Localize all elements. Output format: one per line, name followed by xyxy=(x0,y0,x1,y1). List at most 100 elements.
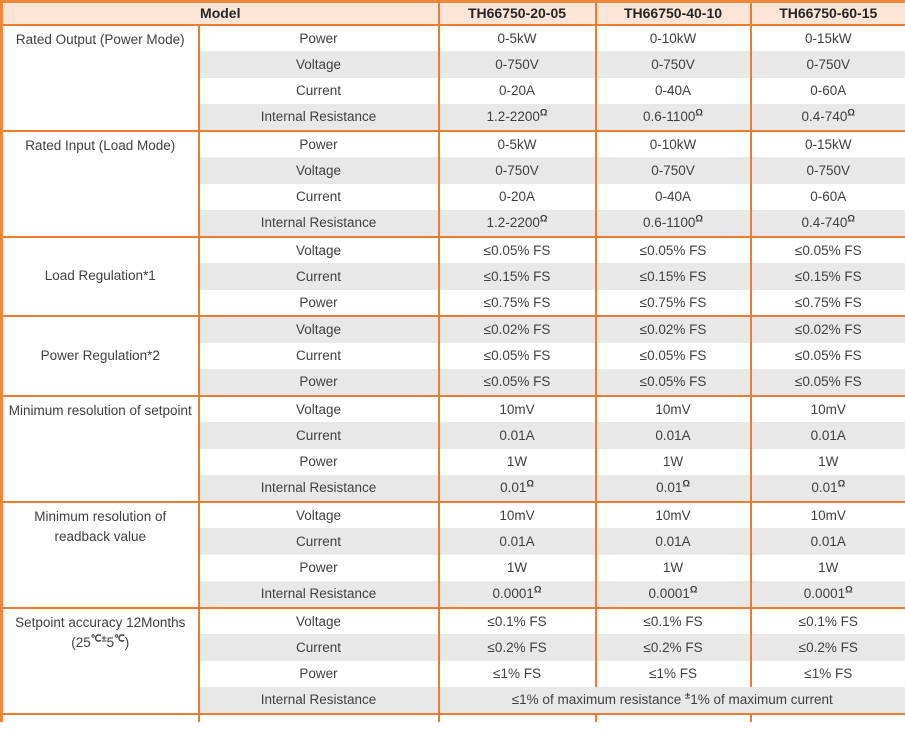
value-cell: 0.01A xyxy=(749,422,905,449)
parameter-cell: Current xyxy=(197,77,439,104)
model-column-header: TH66750-60-15 xyxy=(749,1,905,26)
parameter-cell: Voltage xyxy=(197,394,439,422)
superscript: Ω xyxy=(847,213,855,225)
text-segment: 0.4-740 xyxy=(801,109,848,125)
spec-row: Internal Resistance 1.2-2200Ω 0.6-1100Ω 0.4… xyxy=(2,210,905,237)
text-segment: 0.6-1100 xyxy=(643,109,696,125)
model-column-header: TH66750-40-10 xyxy=(594,1,751,26)
spec-row: Rated Input (Load Mode) Power 0-5kW 0-10kW 0… xyxy=(1,129,905,237)
value-cell: 1W xyxy=(749,448,905,475)
value-cell: 0.4-740Ω xyxy=(749,210,905,237)
value-cell: 0-20A xyxy=(437,77,596,104)
value-cell: 0.01Ω xyxy=(749,475,905,502)
value-cell: 1W xyxy=(749,554,905,581)
value-cell: 0-750V xyxy=(437,157,596,184)
value-cell: 0.6-1100Ω xyxy=(594,104,751,131)
category-cell: Power Regulation*2 xyxy=(1,315,199,396)
value-cell: 10mV xyxy=(749,500,905,528)
parameter-cell: Internal Resistance xyxy=(197,210,439,237)
value-cell-span: ≤1% of maximum resistance ±1% of maximum… xyxy=(437,687,905,714)
value-cell: ≤0.15% FS xyxy=(437,263,596,290)
superscript: Ω xyxy=(689,584,698,596)
value-cell: ≤0.05% FS xyxy=(749,369,905,396)
value-cell: ≤1% FS xyxy=(749,660,905,687)
parameter-cell: Current xyxy=(197,183,439,210)
spec-row: Minimum resolution of readback value Volt… xyxy=(1,500,905,608)
text-segment: 0.01 xyxy=(656,480,683,496)
spec-row: Current 0.01A 0.01A 0.01A xyxy=(2,422,905,449)
value-cell: 0.01Ω xyxy=(437,475,596,502)
spec-row: Internal Resistance 1.2-2200Ω 0.6-1100Ω 0.4… xyxy=(2,104,905,131)
spec-row: Power Regulation*2 Voltage ≤0.02% FS ≤0.02%… xyxy=(1,315,905,396)
value-cell: ≤0.2% FS xyxy=(749,634,905,661)
spec-row: Current ≤0.2% FS ≤0.2% FS ≤0.2% FS xyxy=(2,634,905,661)
superscript: Ω xyxy=(845,584,853,596)
parameter-cell: Current xyxy=(197,342,439,369)
spec-row: Minimum resolution of setpoint Voltage 10m… xyxy=(1,394,905,502)
value-cell: 10mV xyxy=(437,500,596,528)
value-cell: ≤0.02% FS xyxy=(437,315,596,343)
value-cell: 0-10kW xyxy=(594,129,751,157)
value-cell: 10mV xyxy=(749,394,905,422)
parameter-cell: Voltage xyxy=(197,235,439,263)
value-cell: 0.01A xyxy=(437,528,596,555)
spec-row: Power ≤1% FS ≤1% FS ≤1% FS xyxy=(2,660,905,687)
value-cell: ≤0.05% FS xyxy=(437,369,596,396)
spec-row: Power 1W 1W 1W xyxy=(2,448,905,475)
value-cell: 1.2-2200Ω xyxy=(437,104,596,131)
value-cell: ≤0.75% FS xyxy=(749,289,905,316)
value-cell: ≤0.05% FS xyxy=(437,342,596,369)
value-cell: ≤0.02% FS xyxy=(749,315,905,343)
value-cell: ≤0.05% FS xyxy=(437,235,596,263)
value-cell: ≤0.75% FS xyxy=(437,289,596,316)
category-cell: Minimum resolution of readback value xyxy=(1,500,199,608)
cutoff-cell xyxy=(594,712,751,722)
value-cell: 0-5kW xyxy=(437,129,596,157)
value-cell: 1W xyxy=(437,554,596,581)
spec-row: Power ≤0.05% FS ≤0.05% FS ≤0.05% FS xyxy=(2,369,905,396)
superscript: Ω xyxy=(847,107,855,119)
value-cell: 0.01A xyxy=(594,528,751,555)
value-cell: 1W xyxy=(594,448,751,475)
parameter-cell: Voltage xyxy=(197,606,439,634)
value-cell: 0-750V xyxy=(437,51,596,78)
superscript: Ω xyxy=(837,478,846,490)
table-header: Model TH66750-20-05 TH66750-40-10 TH66750-… xyxy=(1,1,905,26)
spec-row: Load Regulation*1 Voltage ≤0.05% FS ≤0.05% … xyxy=(1,235,905,316)
spec-row: Current 0-20A 0-40A 0-60A xyxy=(2,183,905,210)
parameter-cell: Internal Resistance xyxy=(197,581,439,608)
value-cell: ≤0.1% FS xyxy=(437,606,596,634)
text-segment: 5 xyxy=(106,634,115,650)
cutoff-cell xyxy=(1,712,199,722)
parameter-cell: Power xyxy=(197,448,439,475)
text-segment: 0.0001 xyxy=(803,586,846,602)
value-cell: 0-15kW xyxy=(749,129,905,157)
spec-row: Rated Output (Power Mode) Power 0-5kW 0-10k… xyxy=(1,23,905,131)
spec-row: Current 0-20A 0-40A 0-60A xyxy=(2,77,905,104)
parameter-cell: Power xyxy=(197,23,439,51)
value-cell: 0-5kW xyxy=(437,23,596,51)
value-cell: ≤0.2% FS xyxy=(437,634,596,661)
category-cell: Rated Input (Load Mode) xyxy=(1,129,199,237)
text-segment: 0.01 xyxy=(811,480,838,496)
superscript: ℃± xyxy=(90,633,107,644)
cutoff-cell xyxy=(437,712,596,722)
value-cell: ≤0.05% FS xyxy=(749,342,905,369)
value-cell: 1.2-2200Ω xyxy=(437,210,596,237)
value-cell: 0-15kW xyxy=(749,23,905,51)
superscript: ± xyxy=(684,690,691,702)
parameter-cell: Current xyxy=(197,528,439,555)
spec-row: Internal Resistance 0.0001Ω 0.0001Ω 0.0001Ω xyxy=(2,581,905,608)
parameter-cell: Voltage xyxy=(197,315,439,343)
value-cell: 10mV xyxy=(437,394,596,422)
cutoff-cell xyxy=(197,712,439,722)
value-cell: ≤0.05% FS xyxy=(594,342,751,369)
spec-row: Internal Resistance 0.01Ω 0.01Ω 0.01Ω xyxy=(2,475,905,502)
value-cell: 0-10kW xyxy=(594,23,751,51)
parameter-cell: Power xyxy=(197,554,439,581)
model-header-label: Model xyxy=(1,1,439,26)
category-cell: Rated Output (Power Mode) xyxy=(1,23,199,131)
value-cell: 0.01A xyxy=(749,528,905,555)
value-cell: 0-60A xyxy=(749,183,905,210)
